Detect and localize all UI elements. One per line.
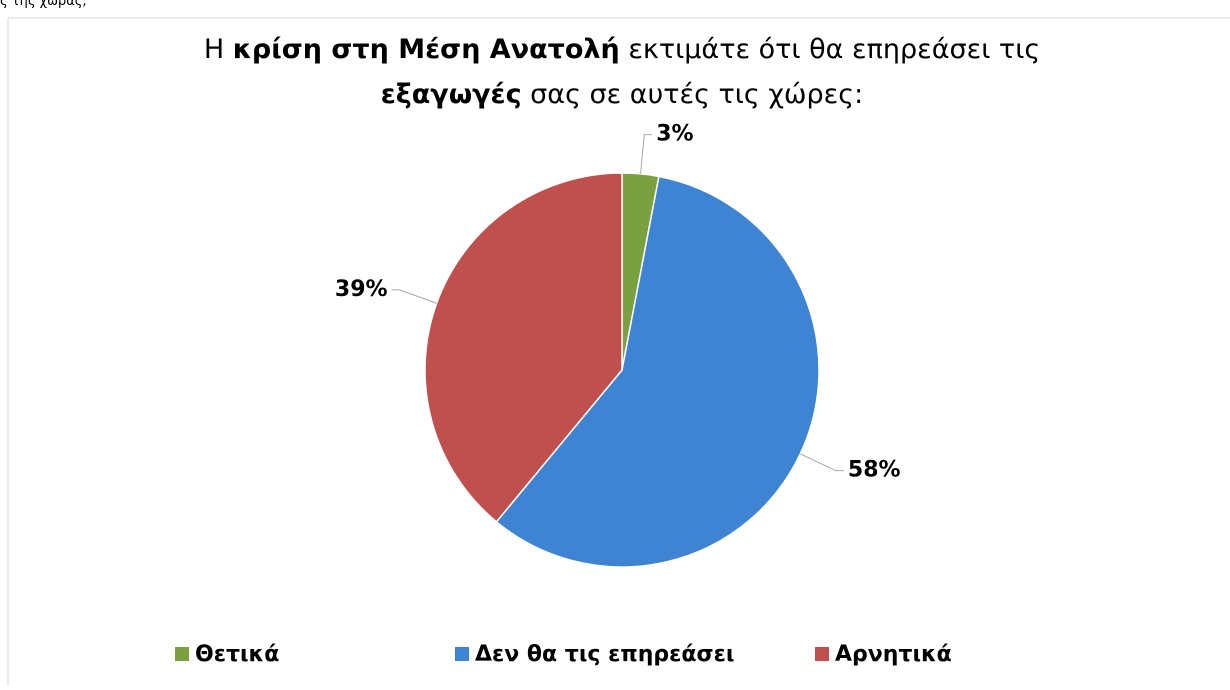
data-label: 3% bbox=[656, 122, 693, 147]
legend-swatch bbox=[455, 647, 469, 661]
chart-title: Η κρίση στη Μέση Ανατολή εκτιμάτε ότι θα… bbox=[204, 34, 1040, 65]
title-run: σας σε αυτές τις χώρες: bbox=[522, 79, 864, 110]
title-run: Η bbox=[204, 34, 233, 65]
chart-title: εξαγωγές σας σε αυτές τις χώρες: bbox=[381, 79, 863, 110]
title-run: εξαγωγές bbox=[381, 79, 522, 110]
title-run: εκτιμάτε ότι θα επηρεάσει τις bbox=[620, 34, 1040, 65]
legend-label: Θετικά bbox=[195, 642, 279, 667]
legend-label: Αρνητικά bbox=[835, 642, 952, 667]
pie-slice bbox=[495, 175, 820, 568]
cut-text: ς της χώρας; bbox=[0, 0, 87, 9]
data-label: 58% bbox=[848, 458, 901, 483]
leader-line bbox=[800, 453, 844, 472]
leader-line bbox=[640, 134, 653, 174]
legend-label: Δεν θα τις επηρεάσει bbox=[475, 642, 735, 667]
legend-swatch bbox=[815, 647, 829, 661]
data-label: 39% bbox=[335, 277, 388, 302]
title-run: κρίση στη Μέση Ανατολή bbox=[233, 34, 620, 65]
leader-line bbox=[391, 289, 437, 304]
legend-swatch bbox=[175, 647, 189, 661]
